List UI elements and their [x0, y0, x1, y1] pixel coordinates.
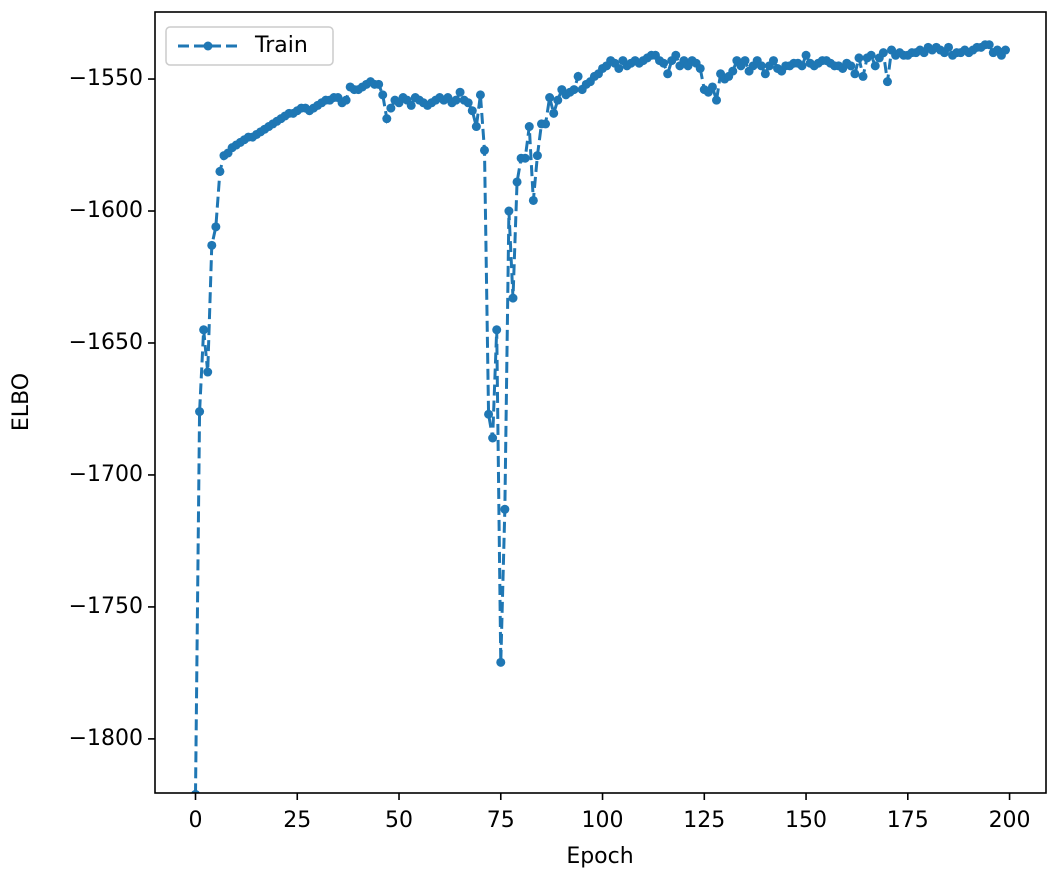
point [866, 50, 876, 60]
point [858, 71, 868, 81]
point [467, 106, 477, 116]
x-tick-label: 200 [989, 808, 1031, 833]
point [854, 53, 864, 63]
point [199, 325, 209, 335]
point [203, 367, 213, 377]
point [479, 145, 489, 155]
point [797, 61, 807, 71]
y-tick-label: −1550 [69, 66, 143, 91]
x-tick-label: 175 [887, 808, 929, 833]
point [541, 119, 551, 129]
y-tick-label: −1800 [69, 726, 143, 751]
point [488, 433, 498, 443]
y-tick-label: −1650 [69, 330, 143, 355]
x-tick-label: 50 [385, 808, 413, 833]
point [573, 71, 583, 81]
point [207, 240, 217, 250]
point [508, 293, 518, 303]
y-tick-label: −1700 [69, 462, 143, 487]
point [756, 61, 766, 71]
point [386, 103, 396, 113]
point [760, 69, 770, 79]
point [215, 166, 225, 176]
point [728, 66, 738, 76]
point [707, 82, 717, 92]
point [211, 222, 221, 232]
point [463, 98, 473, 108]
point [455, 87, 465, 97]
point [846, 61, 856, 71]
point [944, 42, 954, 52]
plot-area [191, 40, 1010, 793]
point [801, 50, 811, 60]
point [471, 122, 481, 132]
x-tick-label: 100 [582, 808, 624, 833]
point [374, 79, 384, 89]
point [524, 122, 534, 132]
point [553, 95, 563, 105]
x-tick-label: 25 [283, 808, 311, 833]
legend-box [165, 26, 334, 66]
x-tick-label: 150 [785, 808, 827, 833]
series-line [194, 43, 1007, 793]
point [712, 95, 722, 105]
y-tick-label: −1750 [69, 594, 143, 619]
point [496, 657, 506, 667]
legend-marker [203, 41, 213, 51]
point [406, 100, 416, 110]
point [614, 63, 624, 73]
point [882, 77, 892, 87]
point [195, 407, 205, 417]
point [878, 48, 888, 58]
point [341, 95, 351, 105]
point [671, 50, 681, 60]
point [378, 90, 388, 100]
point [504, 206, 514, 216]
point [532, 151, 542, 161]
point [663, 69, 673, 79]
x-tick-label: 75 [487, 808, 515, 833]
point [984, 40, 994, 50]
point [695, 63, 705, 73]
point [659, 58, 669, 68]
x-tick-label: 125 [683, 808, 725, 833]
point [528, 195, 538, 205]
point [382, 114, 392, 124]
point [475, 90, 485, 100]
point [870, 61, 880, 71]
x-tick-label: 0 [189, 808, 203, 833]
point [492, 325, 502, 335]
point [484, 409, 494, 419]
point [768, 56, 778, 66]
point [549, 108, 559, 118]
y-axis-label: ELBO [9, 373, 34, 431]
point [545, 93, 555, 103]
point [1001, 45, 1010, 55]
point [850, 69, 860, 79]
point [500, 504, 510, 514]
y-tick-label: −1600 [69, 198, 143, 223]
point [569, 85, 579, 95]
point [520, 153, 530, 163]
point [512, 177, 522, 187]
plot-frame [154, 11, 1047, 794]
point [740, 56, 750, 66]
x-axis-label: Epoch [566, 844, 633, 869]
point [451, 95, 461, 105]
legend-label: Train [254, 33, 308, 58]
